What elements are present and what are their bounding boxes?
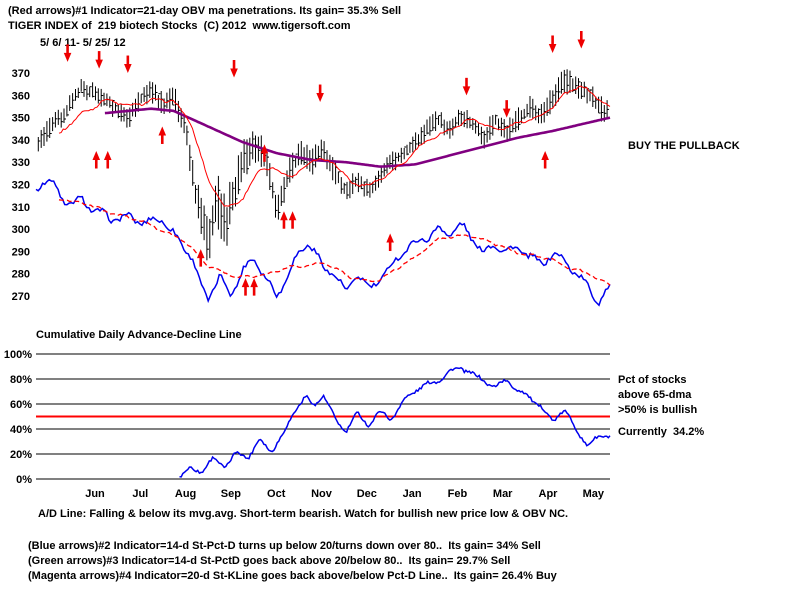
x-axis-label: Sep: [220, 488, 241, 500]
svg-text:100%: 100%: [4, 349, 32, 361]
svg-text:40%: 40%: [10, 424, 32, 436]
svg-text:300: 300: [12, 224, 30, 236]
svg-text:20%: 20%: [10, 449, 32, 461]
x-axis-label: Mar: [492, 488, 513, 500]
indicator-3-line: (Green arrows)#3 Indicator=14-d St-PctD …: [28, 555, 511, 567]
x-axis-label: Oct: [267, 488, 286, 500]
x-axis: Jun Jul Aug Sep Oct Nov Dec Jan Feb Mar Apr May: [0, 488, 620, 502]
ad-comment: A/D Line: Falling & below its mvg.avg. S…: [38, 508, 569, 520]
svg-text:330: 330: [12, 157, 30, 169]
svg-text:310: 310: [12, 202, 30, 214]
svg-text:360: 360: [12, 90, 30, 102]
x-axis-label: Aug: [174, 488, 197, 500]
svg-text:290: 290: [12, 246, 30, 258]
svg-text:370: 370: [12, 68, 30, 80]
indicator-2-line: (Blue arrows)#2 Indicator=14-d St-Pct-D …: [28, 540, 541, 552]
x-axis-label: Apr: [538, 488, 558, 500]
ad-line-label: Cumulative Daily Advance-Decline Line: [36, 329, 242, 341]
indicator-4-line: (Magenta arrows)#4 Indicator=20-d St-KLi…: [28, 570, 557, 582]
pct-note-1: Pct of stocks: [618, 374, 687, 386]
svg-text:320: 320: [12, 180, 30, 192]
x-axis-label: May: [582, 488, 604, 500]
svg-text:60%: 60%: [10, 399, 32, 411]
x-axis-label: Dec: [356, 488, 377, 500]
x-axis-label: Nov: [311, 488, 332, 500]
x-axis-label: Jan: [402, 488, 422, 500]
chart-title: TIGER INDEX of 219 biotech Stocks (C) 20…: [8, 20, 351, 32]
svg-text:340: 340: [12, 135, 30, 147]
svg-text:80%: 80%: [10, 374, 32, 386]
svg-text:270: 270: [12, 291, 30, 303]
svg-text:0%: 0%: [16, 474, 32, 486]
svg-text:350: 350: [12, 113, 30, 125]
pct-note-2: above 65-dma: [618, 389, 692, 401]
price-chart: 370 360 350 340 330 320 310 300 290 280 270: [12, 31, 611, 307]
x-axis-label: Jun: [85, 488, 105, 500]
pct-note-4: Currently 34.2%: [618, 426, 705, 438]
date-range: 5/ 6/ 11- 5/ 25/ 12: [40, 37, 126, 49]
x-axis-label: Jul: [132, 488, 149, 500]
pct-note-3: >50% is bullish: [618, 404, 698, 416]
indicator-1-line: (Red arrows)#1 Indicator=21-day OBV ma p…: [8, 5, 402, 17]
breadth-chart: 100% 80% 60% 40% 20% 0%: [4, 349, 611, 486]
buy-pullback-note: BUY THE PULLBACK: [628, 140, 740, 152]
svg-text:280: 280: [12, 269, 30, 281]
x-axis-label: Feb: [447, 488, 468, 500]
